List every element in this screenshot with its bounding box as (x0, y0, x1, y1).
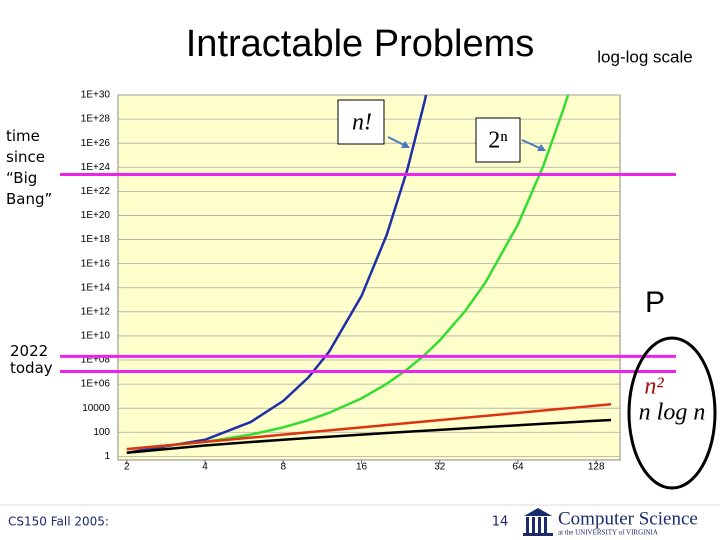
y-tick-label: 1E+18 (81, 234, 111, 245)
series-label: n log n (639, 400, 706, 426)
y-tick-label: 1E+30 (81, 90, 111, 101)
series-label: n² (644, 374, 664, 400)
x-tick-label: 128 (588, 462, 605, 473)
arrow-head (401, 141, 410, 148)
x-tick-label: 32 (434, 462, 446, 473)
y-tick-label: 100 (93, 427, 110, 438)
series-label: n! (352, 110, 372, 136)
y-tick-label: 1E+16 (81, 258, 111, 269)
x-tick-label: 8 (280, 462, 286, 473)
reference-label: 2022 today (10, 342, 53, 377)
chart-title: Intractable Problems (186, 23, 535, 65)
y-tick-label: 1E+10 (81, 331, 111, 342)
class-label: P (645, 286, 665, 319)
x-tick-label: 4 (202, 462, 208, 473)
reference-label: time since “Big Bang” (6, 127, 53, 208)
chart-subtitle: log-log scale (597, 47, 692, 66)
label-box (337, 99, 385, 145)
footer-course: CS150 Fall 2005: (8, 515, 109, 529)
y-tick-label: 1E+14 (81, 282, 111, 293)
series-line (126, 418, 612, 454)
series-label: 2ⁿ (488, 128, 508, 154)
logo-subtitle: at the UNIVERSITY of VIRGINIA (558, 529, 658, 537)
series-line (126, 95, 428, 454)
x-tick-label: 64 (512, 462, 524, 473)
y-tick-label: 1 (104, 451, 110, 462)
series-line (126, 95, 570, 451)
page-number: 14 (492, 515, 509, 530)
y-tick-label: 1E+22 (81, 186, 111, 197)
logo-title: Computer Science (558, 508, 698, 529)
series-line (126, 402, 612, 451)
y-tick-label: 1E+08 (81, 355, 111, 366)
x-tick-label: 16 (356, 462, 368, 473)
y-tick-label: 1E+24 (81, 162, 111, 173)
y-tick-label: 1E+26 (81, 138, 111, 149)
x-tick-label: 2 (124, 462, 130, 473)
logo-icon (523, 508, 553, 536)
y-tick-label: 1E+28 (81, 114, 111, 125)
y-tick-label: 1E+20 (81, 210, 111, 221)
label-box (475, 117, 521, 163)
y-tick-label: 1E+12 (81, 306, 111, 317)
y-tick-label: 1E+06 (81, 379, 111, 390)
y-tick-label: 10000 (82, 403, 110, 414)
polynomial-circle (627, 336, 717, 490)
arrow-head (537, 144, 546, 151)
